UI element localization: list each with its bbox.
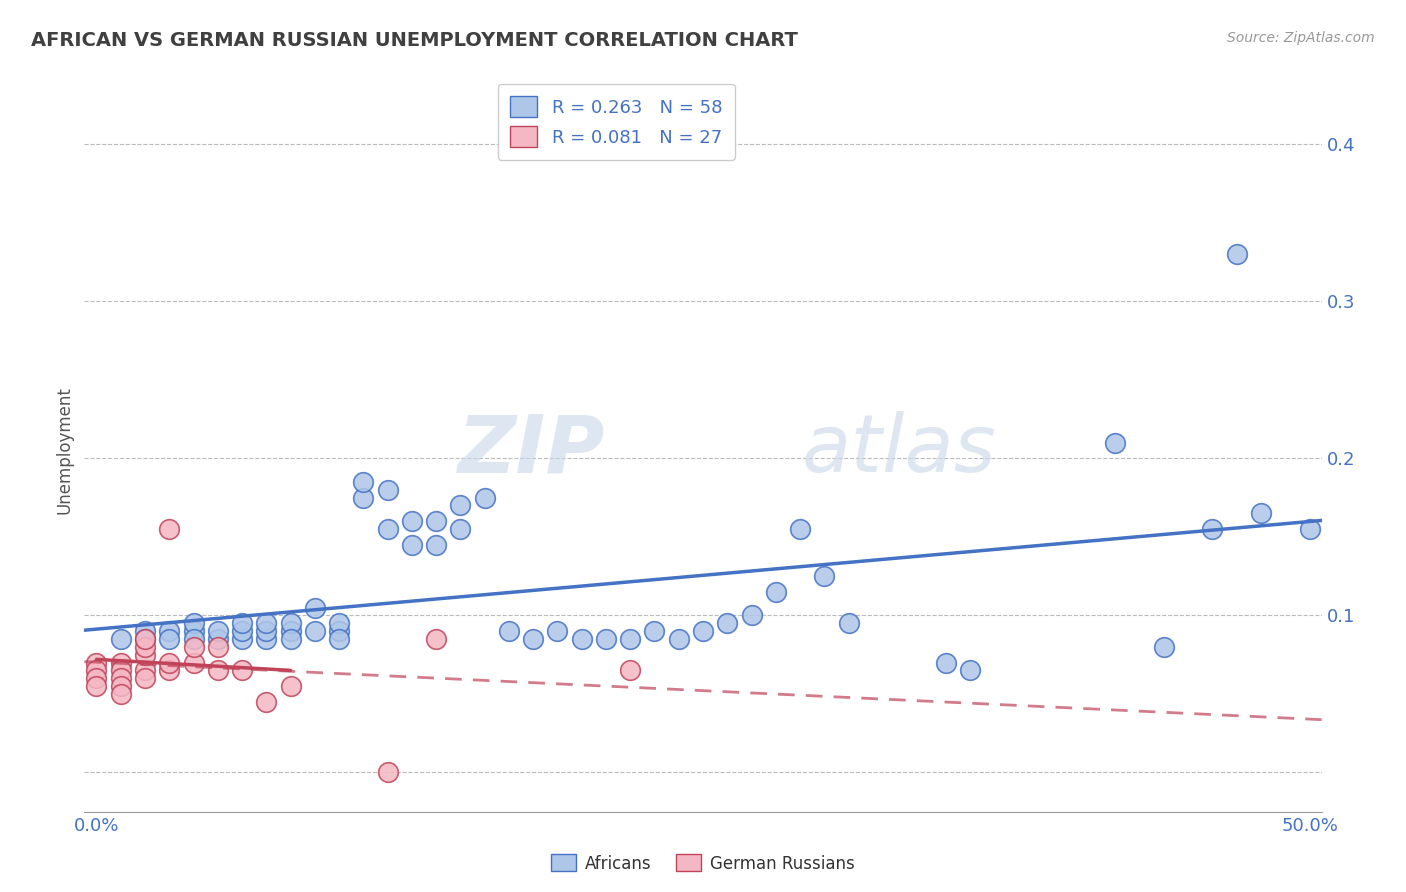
Point xyxy=(157,656,180,670)
Point xyxy=(110,679,132,693)
Legend: R = 0.263   N = 58, R = 0.081   N = 27: R = 0.263 N = 58, R = 0.081 N = 27 xyxy=(498,84,735,160)
Point xyxy=(377,522,399,536)
Point xyxy=(328,616,350,631)
Point xyxy=(1104,435,1126,450)
Point xyxy=(619,664,641,678)
Point xyxy=(668,632,690,646)
Point xyxy=(741,608,763,623)
Point xyxy=(643,624,665,639)
Point xyxy=(157,632,180,646)
Point xyxy=(157,624,180,639)
Point xyxy=(425,538,447,552)
Point xyxy=(110,664,132,678)
Point xyxy=(619,632,641,646)
Point xyxy=(692,624,714,639)
Point xyxy=(546,624,568,639)
Point xyxy=(86,671,108,685)
Point xyxy=(157,522,180,536)
Point xyxy=(183,632,205,646)
Point xyxy=(401,514,423,528)
Point xyxy=(231,616,253,631)
Point xyxy=(328,624,350,639)
Point xyxy=(352,491,374,505)
Point xyxy=(1201,522,1223,536)
Point xyxy=(110,656,132,670)
Text: Source: ZipAtlas.com: Source: ZipAtlas.com xyxy=(1227,31,1375,45)
Point xyxy=(134,671,156,685)
Point xyxy=(183,656,205,670)
Point xyxy=(1226,247,1249,261)
Point xyxy=(449,499,471,513)
Point xyxy=(134,624,156,639)
Point xyxy=(86,664,108,678)
Point xyxy=(838,616,860,631)
Point xyxy=(231,632,253,646)
Point xyxy=(280,632,302,646)
Point xyxy=(789,522,811,536)
Y-axis label: Unemployment: Unemployment xyxy=(55,386,73,515)
Text: ZIP: ZIP xyxy=(457,411,605,490)
Point xyxy=(522,632,544,646)
Point xyxy=(716,616,738,631)
Point xyxy=(595,632,617,646)
Point xyxy=(280,616,302,631)
Point xyxy=(304,624,326,639)
Point xyxy=(254,624,277,639)
Point xyxy=(207,664,229,678)
Point xyxy=(352,475,374,489)
Point xyxy=(134,632,156,646)
Point xyxy=(110,632,132,646)
Point xyxy=(280,679,302,693)
Point xyxy=(1153,640,1175,654)
Point xyxy=(110,671,132,685)
Point xyxy=(377,483,399,497)
Point xyxy=(254,695,277,709)
Point xyxy=(207,632,229,646)
Point xyxy=(765,584,787,599)
Point xyxy=(254,616,277,631)
Point xyxy=(231,624,253,639)
Text: atlas: atlas xyxy=(801,411,997,490)
Point xyxy=(498,624,520,639)
Legend: Africans, German Russians: Africans, German Russians xyxy=(544,847,862,880)
Point xyxy=(254,632,277,646)
Point xyxy=(304,600,326,615)
Point xyxy=(134,640,156,654)
Point xyxy=(207,624,229,639)
Point xyxy=(474,491,496,505)
Point xyxy=(183,616,205,631)
Point xyxy=(377,765,399,780)
Point xyxy=(183,640,205,654)
Point xyxy=(813,569,835,583)
Point xyxy=(449,522,471,536)
Point xyxy=(425,514,447,528)
Point xyxy=(1298,522,1320,536)
Point xyxy=(425,632,447,646)
Point xyxy=(207,640,229,654)
Point xyxy=(280,624,302,639)
Point xyxy=(183,624,205,639)
Point xyxy=(134,664,156,678)
Point xyxy=(1250,506,1272,520)
Point xyxy=(571,632,593,646)
Point xyxy=(134,632,156,646)
Point xyxy=(401,538,423,552)
Point xyxy=(134,648,156,662)
Point xyxy=(328,632,350,646)
Point xyxy=(935,656,957,670)
Point xyxy=(110,687,132,701)
Text: AFRICAN VS GERMAN RUSSIAN UNEMPLOYMENT CORRELATION CHART: AFRICAN VS GERMAN RUSSIAN UNEMPLOYMENT C… xyxy=(31,31,797,50)
Point xyxy=(157,664,180,678)
Point xyxy=(86,656,108,670)
Point xyxy=(231,664,253,678)
Point xyxy=(959,664,981,678)
Point xyxy=(86,679,108,693)
